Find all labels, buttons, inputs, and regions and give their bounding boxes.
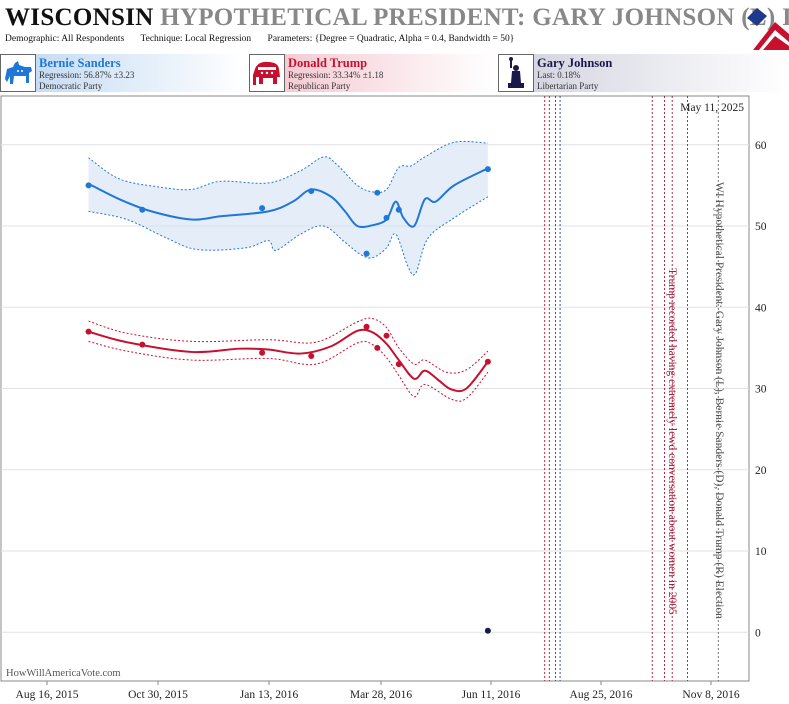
trend-line-donald-trump (88, 328, 489, 393)
x-tick-label: Nov 8, 2016 (682, 689, 739, 701)
legend-regression: Regression: 56.87% ±3.23 (39, 70, 135, 80)
poll-point-bernie-sanders (139, 206, 146, 213)
poll-point-bernie-sanders (259, 205, 266, 212)
y-tick-label: 60 (755, 140, 767, 152)
upper-bound-bernie-sanders (88, 140, 488, 193)
x-tick-label: Oct 30, 2015 (128, 689, 188, 701)
x-tick-label: Mar 28, 2016 (350, 689, 413, 701)
x-tick-label: Aug 16, 2015 (16, 689, 79, 701)
meta-technique: Technique: Local Regression (140, 34, 252, 44)
date-label: May 11, 2025 (680, 102, 744, 114)
event-annotation: Trump recorded having extremely lewd con… (666, 268, 678, 615)
lower-bound-bernie-sanders (88, 196, 489, 276)
candidate-legend: Bernie Sanders Regression: 56.87% ±3.23 … (0, 52, 789, 94)
legend-donald-trump: Donald Trump Regression: 33.34% ±1.18 Re… (249, 54, 494, 92)
poll-point-donald-trump (484, 358, 491, 365)
trend-line-bernie-sanders (88, 167, 489, 229)
poll-point-bernie-sanders (484, 166, 491, 173)
lower-bound-donald-trump (88, 340, 489, 402)
page-title: WISCONSIN HYPOTHETICAL PRESIDENT: GARY J… (5, 4, 789, 32)
poll-point-bernie-sanders (395, 206, 402, 213)
legend-name: Bernie Sanders (39, 56, 121, 70)
legend-name: Donald Trump (288, 56, 368, 70)
y-tick-label: 30 (755, 384, 767, 396)
poll-point-donald-trump (139, 341, 146, 348)
statue-of-liberty-icon (498, 54, 534, 92)
poll-point-bernie-sanders (308, 188, 315, 195)
legend-party: Republican Party (288, 81, 351, 91)
x-tick-label: Aug 25, 2016 (570, 689, 633, 701)
event-annotation: WI Hypothetical President: Gary Johnson … (713, 182, 725, 619)
poll-point-donald-trump (374, 344, 381, 351)
legend-bernie-sanders: Bernie Sanders Regression: 56.87% ±3.23 … (0, 54, 245, 92)
legend-name: Gary Johnson (537, 56, 613, 70)
title-rest: HYPOTHETICAL PRESIDENT: GARY JOHNSON (L)… (160, 4, 789, 31)
poll-point-gary-johnson (484, 627, 491, 634)
legend-party: Democratic Party (39, 81, 103, 91)
poll-point-bernie-sanders (374, 189, 381, 196)
poll-point-bernie-sanders (363, 250, 370, 257)
meta-parameters: Parameters: {Degree = Quadratic, Alpha =… (267, 34, 515, 44)
site-credit: HowWillAmericaVote.com (6, 668, 121, 679)
flag-logo-icon (747, 8, 789, 50)
chart-meta: Demographic: All Respondents Technique: … (5, 34, 528, 44)
legend-last: Last: 0.18% (537, 70, 581, 80)
legend-party: Libertarian Party (537, 81, 599, 91)
title-bar: WISCONSIN HYPOTHETICAL PRESIDENT: GARY J… (0, 0, 789, 50)
confidence-band-bernie-sanders (88, 141, 488, 276)
y-tick-label: 40 (755, 302, 767, 314)
poll-point-donald-trump (308, 353, 315, 359)
poll-point-bernie-sanders (383, 214, 390, 221)
poll-point-donald-trump (259, 349, 266, 356)
y-tick-label: 10 (755, 546, 767, 558)
upper-bound-donald-trump (88, 317, 489, 374)
poll-point-donald-trump (363, 323, 370, 330)
legend-gary-johnson: Gary Johnson Last: 0.18% Libertarian Par… (498, 54, 789, 92)
y-tick-label: 0 (755, 627, 761, 639)
title-state: WISCONSIN (5, 4, 154, 31)
legend-regression: Regression: 33.34% ±1.18 (288, 70, 384, 80)
poll-point-donald-trump (383, 332, 390, 339)
elephant-icon (249, 54, 285, 92)
poll-point-donald-trump (85, 328, 92, 335)
poll-point-donald-trump (395, 361, 402, 368)
y-tick-label: 50 (755, 221, 767, 233)
y-tick-label: 20 (755, 465, 767, 477)
donkey-icon (0, 54, 36, 92)
x-tick-label: Jun 11, 2016 (462, 689, 521, 701)
meta-demographic: Demographic: All Respondents (5, 34, 125, 44)
x-tick-label: Jan 13, 2016 (240, 689, 299, 701)
poll-point-bernie-sanders (85, 182, 92, 189)
